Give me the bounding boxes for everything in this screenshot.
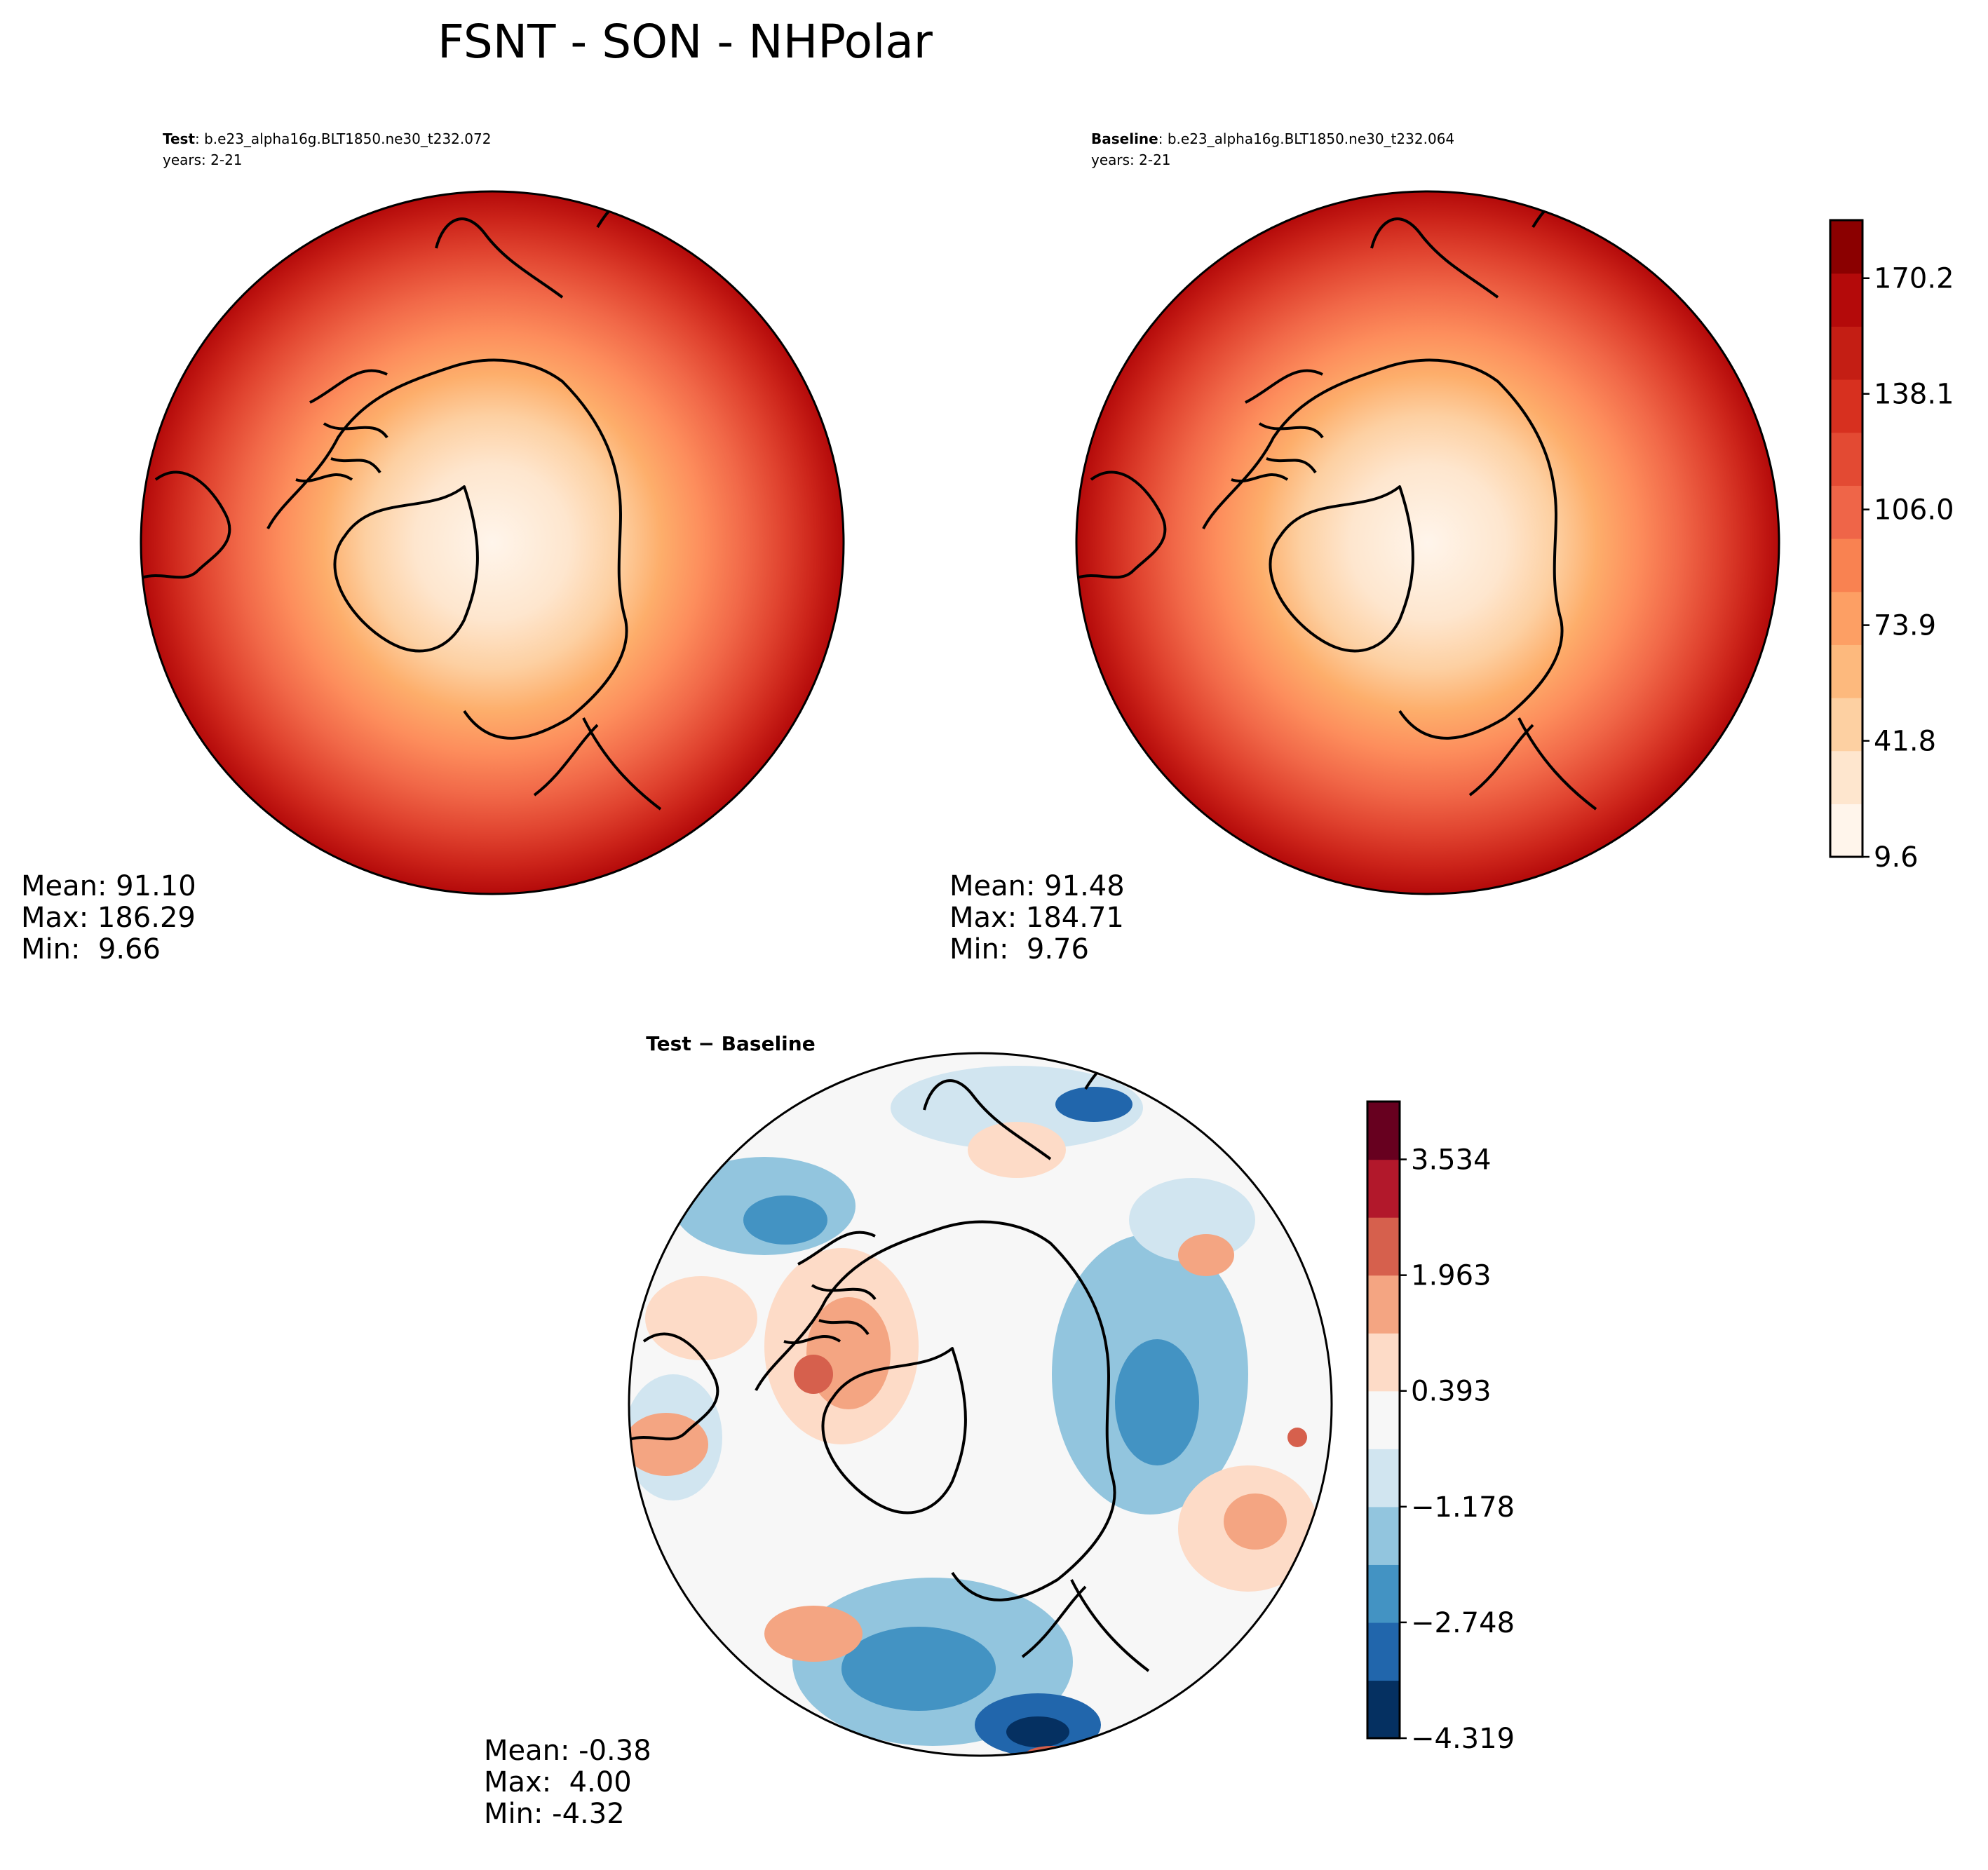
baseline-colorbar-segment [1830, 379, 1862, 433]
baseline-colorbar-segment [1830, 698, 1862, 752]
test-stat-max: Max: 186.29 [21, 902, 196, 934]
diff-anomalies [629, 1066, 1318, 1756]
diff-blob-pos [968, 1122, 1066, 1178]
diff-blob-neg [1006, 1716, 1069, 1747]
baseline-colorbar-segment [1830, 538, 1862, 592]
diff-stat-mean: Mean: -0.38 [484, 1735, 651, 1767]
panel-test: Test: b.e23_alpha16g.BLT1850.ne30_t232.0… [21, 130, 845, 966]
baseline-colorbar-segment [1830, 273, 1862, 327]
baseline-colorbar-tick-label: 9.6 [1874, 841, 1919, 874]
diff-colorbar-segment [1367, 1275, 1400, 1334]
diff-colorbar-tick-label: 0.393 [1411, 1376, 1492, 1408]
baseline-colorbar-tick-label: 170.2 [1874, 263, 1954, 295]
baseline-years: years: 2-21 [1091, 151, 1171, 168]
diff-stat-max: Max: 4.00 [484, 1766, 632, 1798]
test-field [141, 191, 844, 894]
baseline-stat-mean: Mean: 91.48 [949, 870, 1125, 902]
panel-baseline: Baseline: b.e23_alpha16g.BLT1850.ne30_t2… [949, 130, 1954, 966]
test-map [141, 191, 844, 894]
baseline-colorbar-segment [1830, 804, 1862, 858]
diff-blob-neg [743, 1195, 827, 1245]
baseline-colorbar: 9.6 41.8 73.9 106.0 138.1 170.2 [1829, 219, 1954, 874]
baseline-colorbar-tick-label: 73.9 [1874, 610, 1936, 642]
diff-stat-min: Min: -4.32 [484, 1798, 625, 1830]
diff-blob-pos [645, 1276, 757, 1360]
figure-title: FSNT - SON - NHPolar [438, 15, 933, 69]
baseline-title-bold: Baseline [1091, 130, 1158, 147]
test-title: Test: b.e23_alpha16g.BLT1850.ne30_t232.0… [163, 130, 491, 147]
baseline-colorbar-segment [1830, 220, 1862, 274]
baseline-stat-min: Min: 9.76 [949, 933, 1089, 966]
diff-blob-pos [629, 1413, 708, 1476]
diff-blob-pos [764, 1606, 863, 1662]
diff-title: Test − Baseline [646, 1032, 815, 1055]
baseline-title: Baseline: b.e23_alpha16g.BLT1850.ne30_t2… [1091, 130, 1454, 147]
diff-colorbar-tick-label: 1.963 [1411, 1260, 1492, 1292]
test-years: years: 2-21 [163, 151, 243, 168]
baseline-colorbar-tick-label: 106.0 [1874, 494, 1954, 527]
baseline-map [1076, 191, 1779, 894]
baseline-colorbar-segment [1830, 326, 1862, 380]
diff-colorbar-tick-label: 3.534 [1411, 1144, 1492, 1177]
diff-blob-neg [891, 1066, 1143, 1150]
diff-colorbar-segment [1367, 1622, 1400, 1681]
diff-colorbar: −4.319 −2.748 −1.178 0.393 1.963 3.534 [1366, 1100, 1515, 1755]
test-stat-min: Min: 9.66 [21, 933, 161, 966]
diff-colorbar-tick-label: −4.319 [1411, 1723, 1515, 1755]
baseline-colorbar-segment [1830, 644, 1862, 698]
baseline-colorbar-tick-label: 138.1 [1874, 379, 1954, 411]
diff-colorbar-segment [1367, 1159, 1400, 1218]
diff-colorbar-segment [1367, 1564, 1400, 1623]
panel-difference: Test − Baseline [484, 1032, 1515, 1830]
diff-map [629, 1053, 1332, 1756]
diff-blob-pos [1224, 1493, 1287, 1550]
baseline-colorbar-segment [1830, 485, 1862, 539]
baseline-stat-max: Max: 184.71 [949, 902, 1124, 934]
diff-colorbar-segment [1367, 1390, 1400, 1449]
diff-blob-neg [1115, 1339, 1199, 1465]
diff-blob-pos [1287, 1428, 1307, 1447]
diff-colorbar-segment [1367, 1680, 1400, 1739]
test-title-rest: : b.e23_alpha16g.BLT1850.ne30_t232.072 [195, 130, 491, 147]
diff-colorbar-segment [1367, 1449, 1400, 1507]
diff-colorbar-tick-label: −1.178 [1411, 1491, 1515, 1524]
diff-colorbar-segment [1367, 1506, 1400, 1565]
baseline-colorbar-segment [1830, 432, 1862, 486]
diff-blob-neg [1055, 1087, 1132, 1122]
baseline-title-rest: : b.e23_alpha16g.BLT1850.ne30_t232.064 [1158, 130, 1454, 147]
baseline-colorbar-segment [1830, 750, 1862, 804]
diff-map-border [628, 1052, 1333, 1757]
baseline-map-border [1075, 190, 1780, 895]
baseline-colorbar-tick-label: 41.8 [1874, 726, 1936, 758]
diff-blob-pos [794, 1355, 833, 1394]
test-title-bold: Test [163, 130, 195, 147]
diff-blob-pos [1178, 1234, 1234, 1276]
diff-colorbar-segment [1367, 1102, 1400, 1160]
baseline-colorbar-segment [1830, 591, 1862, 645]
diff-colorbar-segment [1367, 1217, 1400, 1276]
baseline-colorbar-outline [1829, 219, 1864, 858]
test-map-border [140, 190, 845, 895]
diff-blob-pos [801, 1732, 840, 1756]
diff-colorbar-tick-label: −2.748 [1411, 1607, 1515, 1639]
baseline-field [1076, 191, 1779, 894]
diff-colorbar-outline [1366, 1100, 1401, 1740]
diff-blob-neg [841, 1627, 996, 1711]
test-stat-mean: Mean: 91.10 [21, 870, 196, 902]
diff-colorbar-segment [1367, 1333, 1400, 1392]
